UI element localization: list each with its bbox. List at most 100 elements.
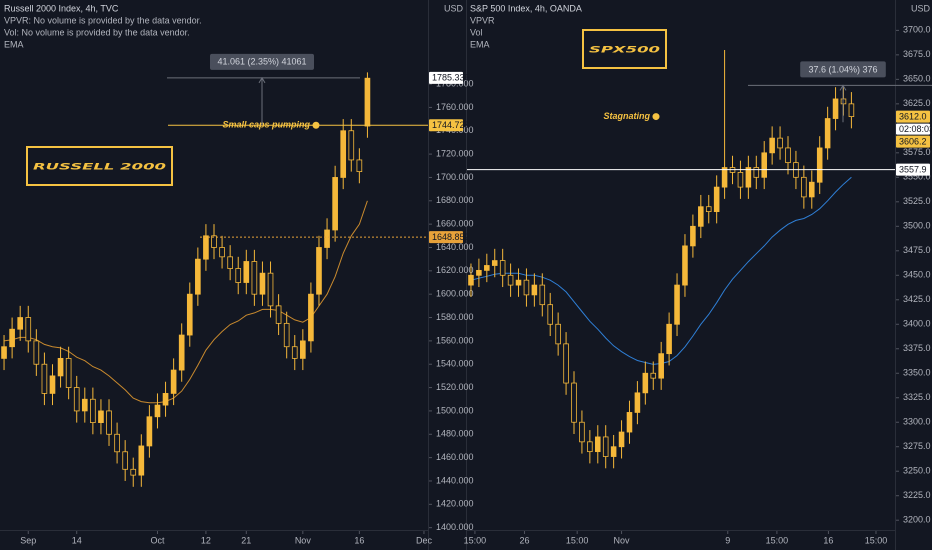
candle-body [618,431,625,448]
candle-body [146,416,153,447]
candle-body [579,421,585,443]
candle-body [563,343,569,384]
x-tick-label: Nov [295,535,312,545]
candle-body [515,279,522,286]
candle-body [300,340,306,359]
annotation: SPX500 [589,46,660,56]
y-tick-label: 1640.000 [436,242,474,252]
y-tick-label: 3550.0 [903,172,931,182]
level-note: Small caps pumping [222,120,310,130]
legend-entry: VPVR: No volume is provided by the data … [4,15,202,25]
x-tick-label: 15:00 [865,535,888,545]
x-tick-label: 9 [725,535,730,545]
y-tick-label: 3225.0 [903,490,931,500]
y-tick-label: 1540.000 [436,359,474,369]
x-tick-label: 26 [519,535,529,545]
y-tick-label: 1600.000 [436,289,474,299]
y-tick-label: 3400.0 [903,319,931,329]
candle-body [658,353,664,379]
candle-body [705,206,712,213]
candle-body [626,412,633,433]
x-tick-label: 15:00 [464,535,487,545]
candle-body [106,410,112,435]
candle-body [737,172,744,188]
countdown-bg [896,123,930,135]
legend-entry: EMA [470,39,490,49]
candle-body [832,98,839,119]
x-tick-label: 16 [823,535,833,545]
candle-body [138,445,145,476]
candle-body [571,382,577,423]
candle-body [364,77,371,127]
legend-entry: EMA [4,39,24,49]
candle-body [186,293,193,336]
candle-body [610,446,617,457]
candle-body [682,245,688,286]
price-label-bg [896,163,930,176]
candle-body [507,274,514,286]
price-label-bg [896,135,930,148]
candle-body [340,130,347,178]
candle-body [499,260,506,276]
candle-body [602,436,609,457]
y-tick-label: 3250.0 [903,466,931,476]
y-tick-label: 3525.0 [903,196,931,206]
level-note: Stagnating [604,111,651,121]
chart-title: Russell 2000 Index, 4h, TVC [4,3,119,13]
y-tick-label: 1660.000 [436,219,474,229]
candle-body [17,317,24,330]
candle-body [324,229,330,248]
candle-body [587,441,593,453]
measure-arrow [258,76,266,84]
candle-body [251,261,258,295]
candle-body [211,235,217,248]
candle-body [348,130,355,161]
candle-body [90,398,96,423]
x-tick-label: 15:00 [566,535,589,545]
y-tick-label: 1680.000 [436,195,474,205]
price-label-bg [429,119,463,132]
candle-body [154,404,161,418]
candle-body [316,247,322,295]
y-tick-label: 1520.000 [436,382,474,392]
candle-body [785,147,791,164]
candle-body [243,261,250,283]
y-tick-label: 3500.0 [903,221,931,231]
candle-body [761,152,767,178]
candle-body [41,363,48,394]
candle-body [476,269,482,276]
candle-body [275,305,282,324]
y-tick-label: 1400.000 [436,522,474,532]
candle-body [753,167,760,178]
currency-label: USD [911,3,931,13]
candle-body [650,372,657,379]
countdown: 02:08:03 [899,124,932,134]
price-label: 1785.336 [432,73,470,83]
price-label: 1744.728 [432,120,470,130]
x-tick-label: 14 [72,535,82,545]
legend-entry: Vol [470,27,483,37]
candle-body [33,340,40,365]
measure-text: 41.061 (2.35%) 41061 [217,57,306,67]
measure-arrow [839,84,847,91]
price-axis [428,0,464,550]
price-label-bg [429,71,463,84]
ema-line [3,200,368,404]
y-tick-label: 1500.000 [436,405,474,415]
candle-body [178,334,185,371]
candle-body [81,398,88,412]
measure-box [800,61,886,78]
candle-body [848,103,855,117]
candle-body [267,272,274,307]
candle-body [491,260,498,266]
y-tick-label: 1760.000 [436,102,474,112]
candle-body [642,372,649,394]
price-label-bg [896,110,930,123]
legend-entry: VPVR [470,15,495,25]
candle-body [356,159,363,173]
y-tick-label: 3450.0 [903,270,931,280]
y-tick-label: 3300.0 [903,417,931,427]
price-label: 3557.9 [899,164,927,174]
y-tick-label: 3200.0 [903,515,931,525]
